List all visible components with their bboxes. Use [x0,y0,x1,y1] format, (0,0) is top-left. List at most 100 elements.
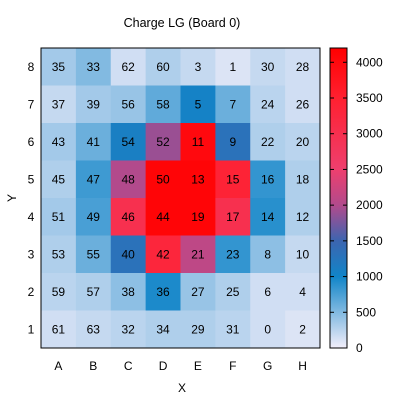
cell-label: 30 [261,60,275,74]
colorbar-tick-label: 4000 [356,55,383,69]
heatmap-cell [285,310,321,349]
heatmap-cell [41,123,77,161]
heatmap-cell [250,310,286,349]
heatmap-cell [41,235,77,274]
x-axis-label: X [178,381,186,395]
heatmap-cell [180,310,216,349]
cell-label: 44 [156,210,170,224]
cell-label: 35 [52,60,66,74]
cell-label: 62 [122,60,136,74]
heatmap-cell [41,85,77,124]
heatmap-cell [180,160,216,199]
cell-label: 40 [122,247,136,261]
heatmap-cell [285,85,321,124]
cell-label: 9 [229,135,236,149]
y-tick-label: 8 [28,60,35,74]
heatmap-cell [145,160,181,199]
heatmap-cell [215,48,251,86]
heatmap-cell [145,48,181,86]
cell-label: 42 [156,247,170,261]
colorbar-tick-label: 2000 [356,198,383,212]
heatmap-cell [250,48,286,86]
cell-label: 4 [299,285,306,299]
heatmap-cell [145,123,181,161]
cell-label: 39 [87,97,101,111]
cell-label: 12 [296,210,310,224]
cell-label: 13 [191,172,205,186]
heatmap-cell [41,310,77,349]
heatmap-cell [285,48,321,86]
heatmap-cell [285,160,321,199]
heatmap-cell [215,160,251,199]
cell-label: 57 [87,285,101,299]
cell-label: 15 [226,172,240,186]
heatmap-cell [75,235,112,274]
cell-label: 54 [122,135,136,149]
heatmap-cell [215,198,251,236]
heatmap-cell [110,123,147,161]
x-tick-label: A [54,359,62,373]
cell-label: 6 [264,285,271,299]
heatmap-cell [180,123,216,161]
heatmap-cell [285,123,321,161]
cell-label: 24 [261,97,275,111]
heatmap-cell [145,198,181,236]
cell-label: 33 [87,60,101,74]
cell-label: 38 [122,285,136,299]
heatmap-cell [250,273,286,311]
heatmap-cell [110,198,147,236]
y-tick-label: 4 [28,210,35,224]
heatmap-cell [145,310,181,349]
cell-label: 56 [122,97,136,111]
cell-label: 5 [195,97,202,111]
colorbar-tick-label: 3500 [356,91,383,105]
x-tick-label: G [263,359,272,373]
cell-label: 16 [261,172,275,186]
cell-label: 52 [156,135,170,149]
heatmap-cell [41,273,77,311]
colorbar-tick-label: 1500 [356,234,383,248]
cell-label: 11 [192,135,205,149]
heatmap-cell [250,235,286,274]
heatmap-cell [75,310,112,349]
heatmap-cell [215,310,251,349]
heatmap-cell [75,198,112,236]
heatmap-cell [145,273,181,311]
cell-label: 34 [156,322,170,336]
cell-label: 43 [52,135,66,149]
cell-label: 36 [156,285,170,299]
colorbar-tick-label: 500 [356,305,376,319]
x-tick-label: H [298,359,307,373]
cell-label: 61 [52,322,66,336]
cell-label: 49 [87,210,101,224]
heatmap-cell [215,85,251,124]
y-tick-label: 5 [28,172,35,186]
x-tick-label: C [124,359,133,373]
heatmap-cell [41,198,77,236]
cell-label: 1 [229,60,236,74]
cell-label: 27 [191,285,205,299]
y-tick-label: 3 [28,247,35,261]
y-tick-label: 2 [28,285,35,299]
heatmap-cell [180,48,216,86]
heatmap-cell [180,235,216,274]
heatmap-cell [110,273,147,311]
heatmap-cell [285,235,321,274]
cell-label: 37 [52,97,66,111]
cell-label: 29 [191,322,205,336]
heatmap-cell [145,85,181,124]
y-axis-label: Y [5,194,19,202]
cell-label: 46 [122,210,136,224]
heatmap-cell [75,48,112,86]
heatmap-cell [180,85,216,124]
colorbar-ticks: 0 500 1000 1500 2000 2500 3000 3500 4000 [330,55,383,355]
heatmap-cell [75,273,112,311]
plot-frame [40,47,321,349]
x-tick-label: F [229,359,236,373]
heatmap-cell [285,198,321,236]
cell-label: 10 [296,247,310,261]
cell-label: 14 [261,210,275,224]
heatmap-cell [110,160,147,199]
